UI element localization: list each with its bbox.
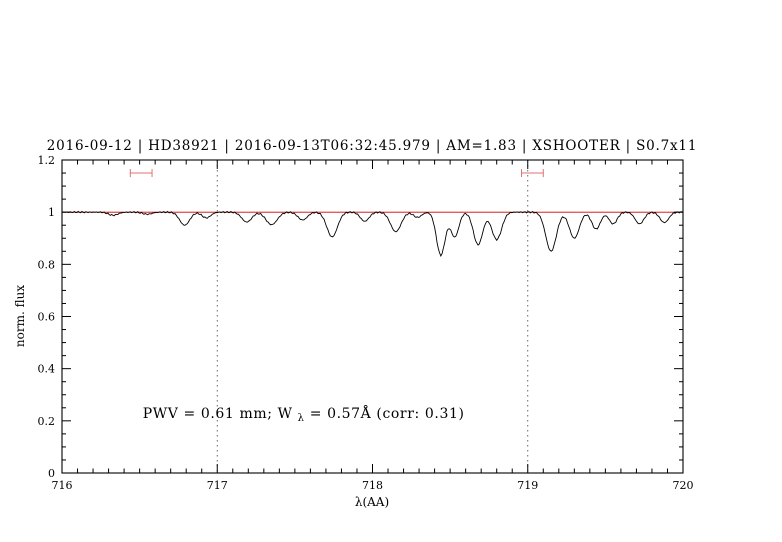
pwv-annotation-lambda-sub: λ	[298, 413, 305, 424]
x-tick-label: 716	[52, 479, 73, 492]
y-tick-label: 1.2	[38, 154, 56, 167]
axes-layer: 716 717 718 719 720 0 0.2 0.4 0.6 0.8 1 1.2	[38, 154, 694, 492]
x-tick-label: 719	[517, 479, 538, 492]
y-tick-label: 0	[48, 467, 55, 480]
x-tick-label: 717	[207, 479, 228, 492]
y-axis-label: norm. flux	[13, 285, 27, 347]
y-tick-label: 0.6	[38, 311, 56, 324]
pwv-annotation: PWV = 0.61 mm; W λ = 0.57Å (corr: 0.31)	[143, 404, 465, 425]
spectrum-layer	[61, 210, 684, 257]
x-axis-label: λ(AA)	[355, 495, 389, 509]
plot-title: 2016-09-12 | HD38921 | 2016-09-13T06:32:…	[47, 138, 697, 154]
y-tick-label: 0.4	[38, 363, 56, 376]
pwv-annotation-post: = 0.57Å (corr: 0.31)	[310, 404, 465, 422]
x-tick-label: 718	[362, 479, 383, 492]
plot-frame	[61, 159, 684, 474]
band-markers-layer	[129, 169, 544, 178]
y-tick-label: 1	[48, 206, 55, 219]
spectrum-line	[61, 210, 684, 257]
band-marker-1	[129, 169, 153, 178]
pwv-annotation-pre: PWV = 0.61 mm; W	[143, 406, 293, 422]
x-tick-label: 720	[673, 479, 694, 492]
y-tick-label: 0.2	[38, 415, 56, 428]
band-marker-2	[521, 169, 544, 178]
y-tick-label: 0.8	[38, 258, 56, 271]
gridlines-layer	[216, 160, 529, 473]
